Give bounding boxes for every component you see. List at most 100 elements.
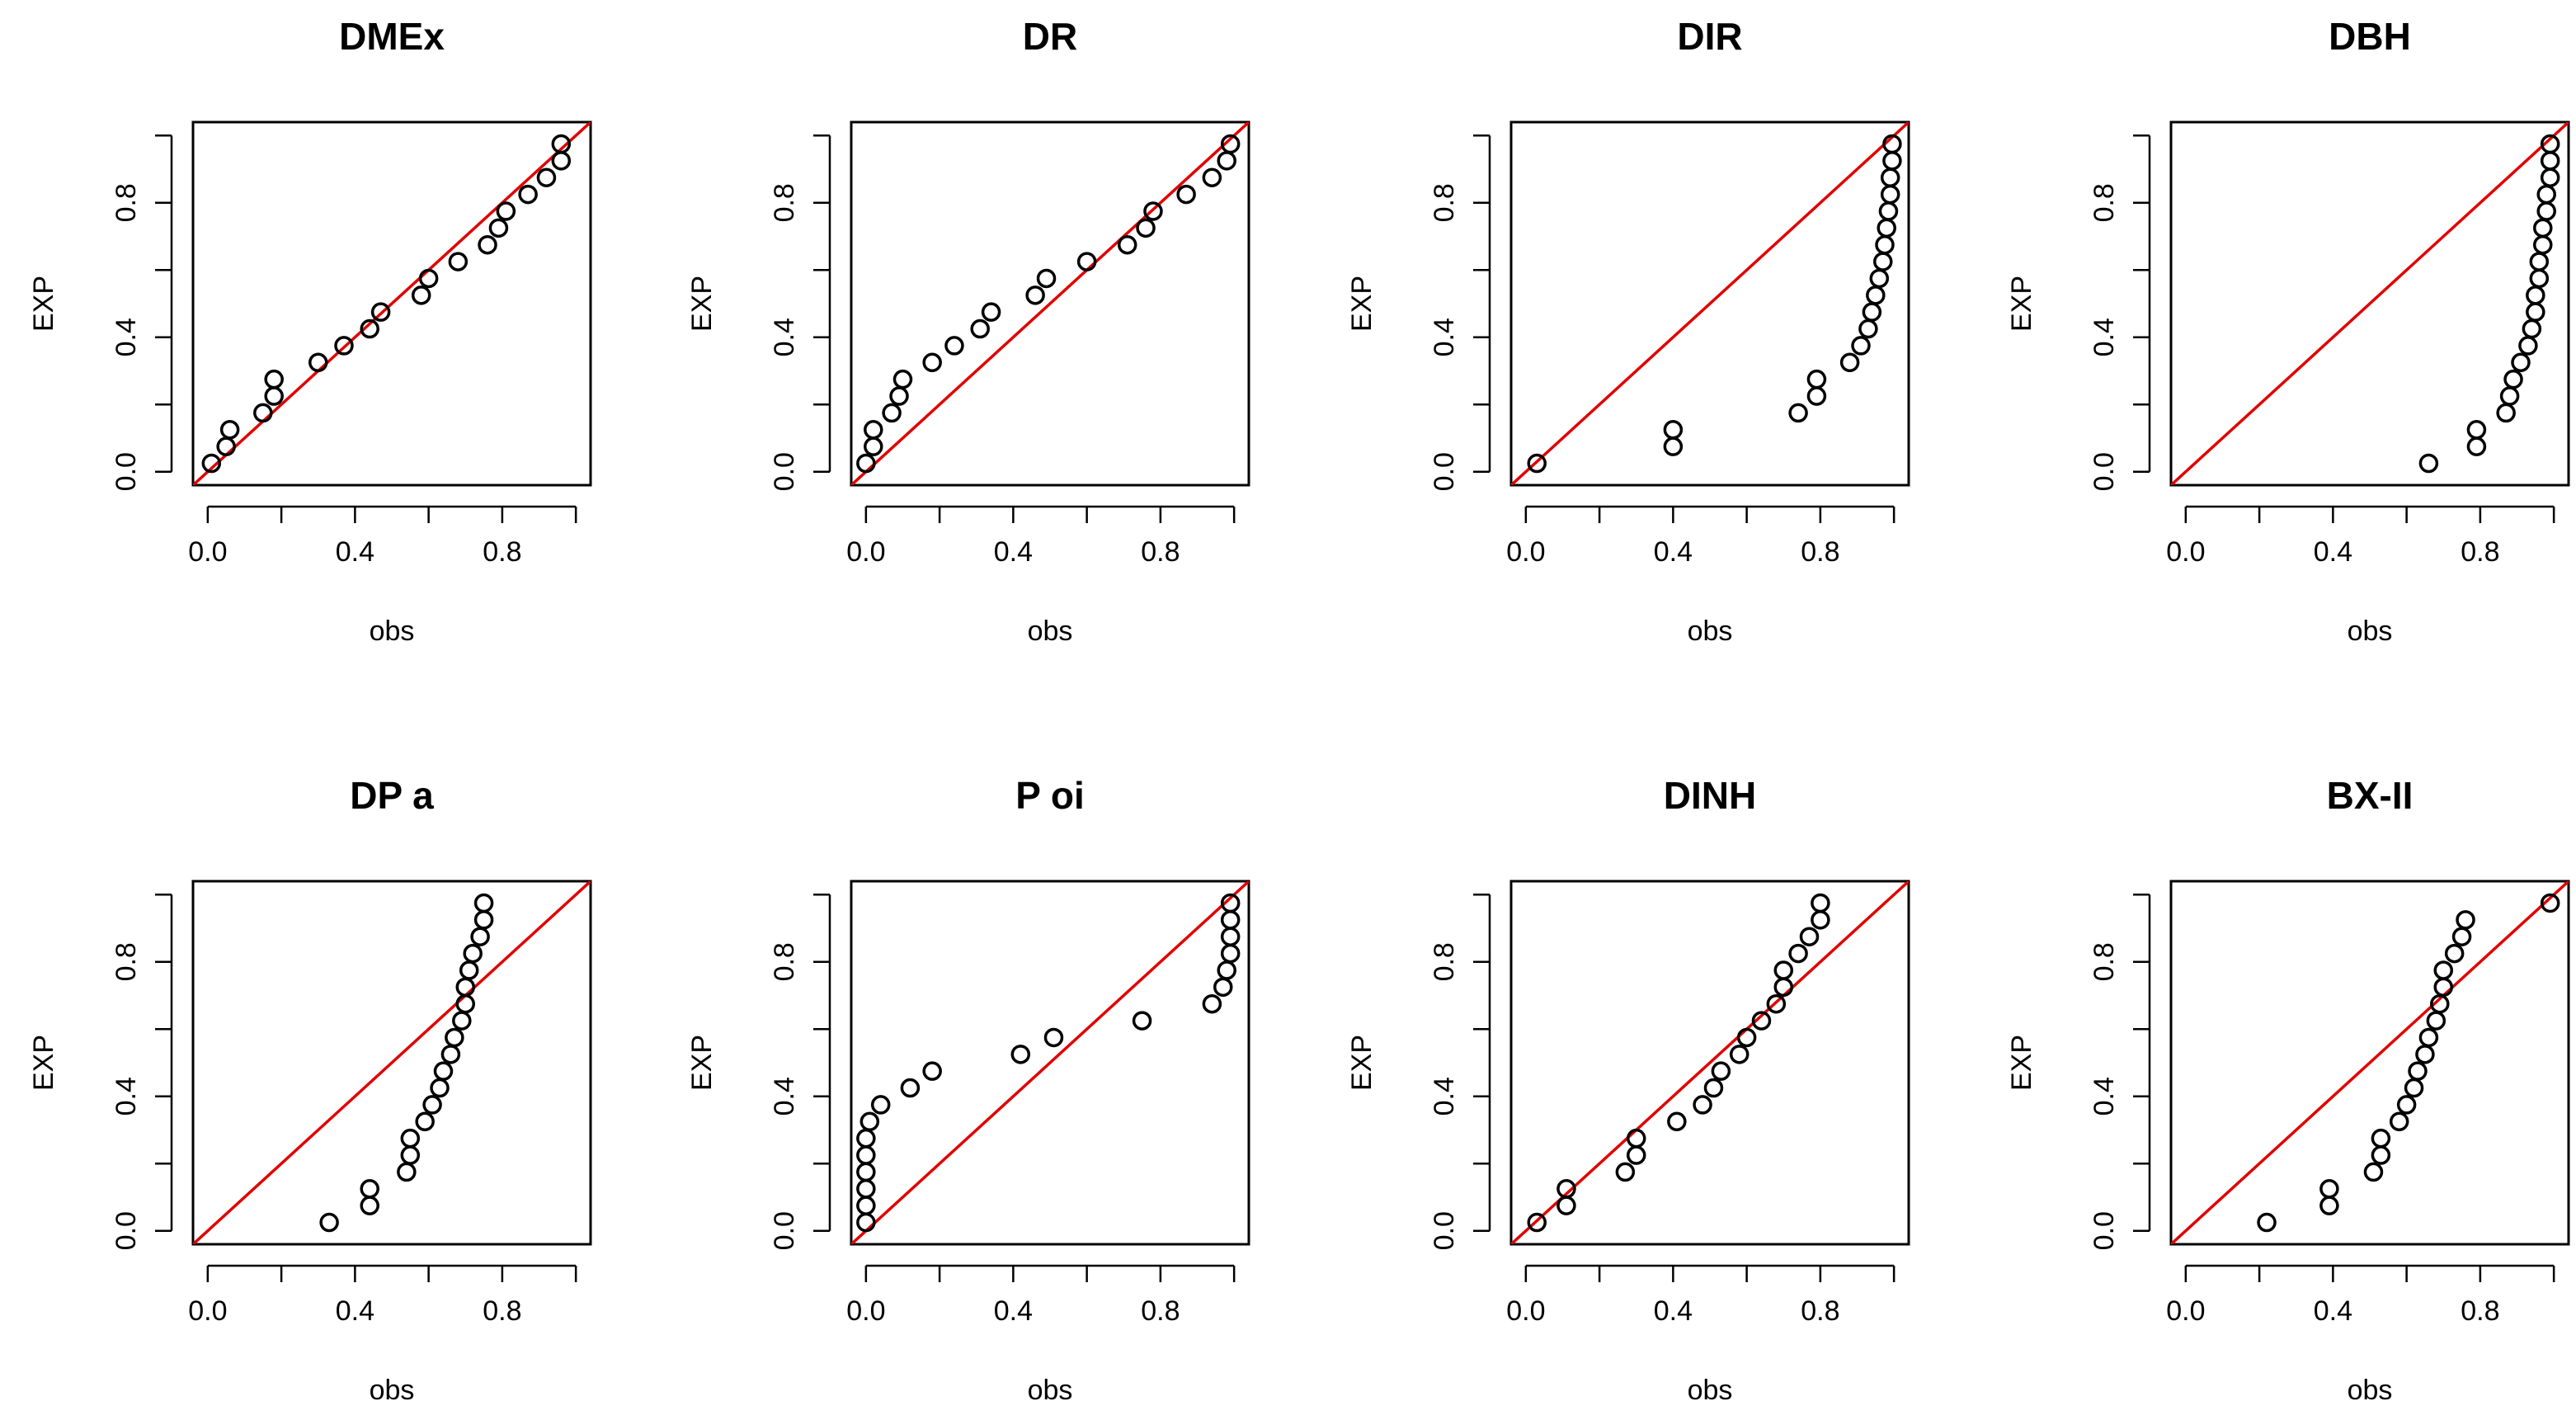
x-tick-label: 0.8 <box>483 536 521 568</box>
data-point <box>415 1111 435 1132</box>
y-tick-label: 0.0 <box>1429 1211 1460 1250</box>
y-tick-label: 0.0 <box>111 1211 142 1250</box>
data-point <box>1693 1095 1712 1115</box>
data-point <box>2526 285 2545 305</box>
data-point <box>422 1095 442 1115</box>
data-point <box>2433 977 2454 998</box>
data-point <box>1527 453 1547 474</box>
data-point <box>2466 420 2487 440</box>
reference-line <box>2171 881 2569 1244</box>
data-point <box>1010 1045 1031 1064</box>
x-tick-label: 0.8 <box>2461 1295 2499 1327</box>
data-point <box>2257 1212 2277 1233</box>
data-point <box>1806 386 1827 406</box>
qq-panel-1: DMEx 0.0 0.4 0.8 obs 0.0 0.4 0.8 EXP <box>28 15 592 647</box>
data-point <box>1663 420 1684 440</box>
y-tick-label: 0.8 <box>111 942 142 981</box>
data-point <box>1799 927 1820 946</box>
x-axis-label: obs <box>2348 1375 2393 1406</box>
data-point <box>1527 1212 1547 1233</box>
data-point <box>1132 1011 1152 1031</box>
data-point <box>1729 1045 1750 1064</box>
data-point <box>1626 1128 1646 1149</box>
y-tick-label: 0.4 <box>1429 1077 1460 1116</box>
panel-title: DBH <box>2329 15 2411 58</box>
data-point <box>473 910 494 930</box>
data-point <box>452 1011 472 1031</box>
panel-title: DIR <box>1677 15 1742 58</box>
data-point <box>219 420 240 440</box>
panel-title: BX-II <box>2327 774 2414 817</box>
data-point <box>1811 910 1830 930</box>
data-point <box>1036 268 1057 289</box>
data-point <box>459 960 479 980</box>
data-point <box>1176 184 1196 205</box>
x-tick-label: 0.4 <box>1654 1295 1693 1327</box>
data-point <box>2503 369 2523 389</box>
data-point <box>430 1078 450 1098</box>
qq-panel-4: DBH 0.0 0.4 0.8 obs 0.0 0.4 0.8 EXP <box>2006 15 2570 647</box>
x-tick-label: 0.0 <box>846 536 885 568</box>
data-point <box>455 993 476 1014</box>
data-point <box>1202 167 1222 187</box>
y-tick-label: 0.8 <box>2089 183 2120 222</box>
x-tick-label: 0.0 <box>846 1295 885 1327</box>
data-point <box>1202 993 1222 1014</box>
panel-title: DP a <box>350 774 434 817</box>
data-point <box>1143 201 1163 221</box>
data-point <box>2466 436 2487 456</box>
data-point <box>1220 910 1241 930</box>
data-point <box>1736 1027 1757 1048</box>
data-point <box>1862 302 1882 322</box>
y-axis-label: EXP <box>686 276 718 332</box>
data-point <box>856 453 876 474</box>
data-point <box>970 318 990 339</box>
x-tick-label: 0.4 <box>2314 1295 2352 1327</box>
x-axis-label: obs <box>1688 1375 1733 1406</box>
data-point <box>1703 1078 1724 1098</box>
y-tick-label: 0.8 <box>1429 183 1460 222</box>
qq-panel-6: P oi 0.0 0.4 0.8 obs 0.0 0.4 0.8 EXP <box>686 774 1250 1406</box>
data-point <box>2499 386 2520 406</box>
data-point <box>1217 960 1236 980</box>
data-point <box>551 134 572 154</box>
data-point <box>1556 1196 1576 1215</box>
plot-box <box>191 880 592 1246</box>
data-point <box>2415 1045 2435 1064</box>
data-point <box>2404 1078 2424 1098</box>
data-point <box>856 1179 876 1199</box>
y-axis-label: EXP <box>1346 276 1377 332</box>
data-point <box>496 201 516 221</box>
data-point <box>1667 1111 1687 1132</box>
data-point <box>2518 336 2538 356</box>
data-point <box>2389 1111 2409 1132</box>
reference-line <box>851 122 1249 485</box>
x-axis-label: obs <box>2348 616 2393 647</box>
data-point <box>440 1045 461 1064</box>
x-tick-label: 0.8 <box>1141 536 1180 568</box>
data-point <box>418 268 439 289</box>
y-tick-label: 0.4 <box>769 1077 800 1116</box>
data-point <box>2540 167 2560 187</box>
data-point <box>859 1111 880 1132</box>
data-point <box>1869 268 1890 289</box>
x-tick-label: 0.8 <box>1801 1295 1839 1327</box>
y-axis-label: EXP <box>28 1035 59 1091</box>
y-tick-label: 0.8 <box>769 942 800 981</box>
panel-title: DINH <box>1664 774 1756 817</box>
data-point <box>2456 910 2475 930</box>
data-point <box>2319 1179 2339 1199</box>
data-point <box>1773 977 1794 998</box>
data-point <box>1711 1061 1731 1081</box>
data-point <box>308 352 328 373</box>
data-point <box>488 218 509 238</box>
plot-box <box>850 880 1250 1246</box>
data-point <box>1788 403 1808 423</box>
x-tick-label: 0.8 <box>483 1295 521 1327</box>
data-point <box>1117 234 1137 255</box>
data-point <box>2540 151 2560 171</box>
data-point <box>2496 403 2516 423</box>
data-point <box>1882 151 1902 171</box>
data-point <box>2536 184 2556 205</box>
data-point <box>319 1212 339 1233</box>
